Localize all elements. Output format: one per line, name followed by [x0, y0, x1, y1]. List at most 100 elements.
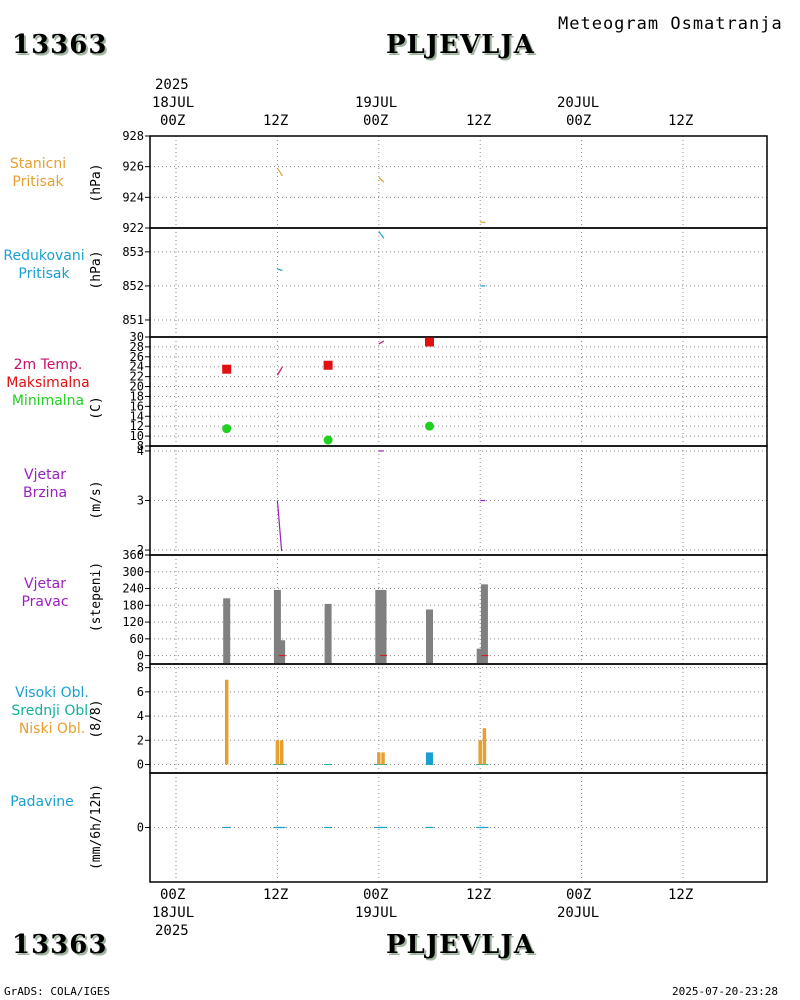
- legend-brzina-line1: Vjetar: [24, 467, 66, 483]
- direction-bar: [324, 603, 332, 664]
- y-tick-label: 12: [130, 419, 144, 433]
- min-temp-marker: [222, 424, 232, 434]
- series-segment: [276, 500, 283, 552]
- y-tick-label: 0: [137, 649, 144, 663]
- date-label-bottom-3: 20JUL: [557, 905, 600, 921]
- time-label-bottom-4: 12Z: [466, 887, 492, 903]
- max-temp-marker: [222, 364, 232, 374]
- time-label-top-3: 00Z: [363, 113, 389, 129]
- year-label-bottom: 2025: [155, 923, 189, 939]
- legend-temp-line3: Minimalna: [11, 393, 85, 409]
- y-tick-label: 20: [130, 380, 144, 394]
- legend-brzina: Vjetar Brzina: [0, 466, 90, 502]
- cloud-bar: [224, 679, 229, 765]
- time-label-bottom-6: 12Z: [668, 887, 694, 903]
- y-tick-label: 240: [122, 582, 144, 596]
- y-tick-label: 922: [122, 221, 144, 235]
- footer-credit: GrADS: COLA/IGES: [4, 985, 110, 998]
- y-tick-label: 852: [122, 279, 144, 293]
- y-tick-label: 60: [130, 632, 144, 646]
- station-id-top: 13363: [12, 30, 108, 60]
- cloud-bar: [279, 740, 284, 765]
- series-segment: [276, 167, 283, 177]
- station-id-bottom: 13363: [12, 930, 108, 960]
- y-axis-label: (stepeni): [89, 562, 104, 632]
- time-label-bottom-3: 00Z: [363, 887, 389, 903]
- cloud-bar: [381, 752, 385, 765]
- meteogram-subtitle: Meteogram Osmatranja: [558, 14, 783, 34]
- min-temp-marker: [323, 435, 333, 445]
- direction-bar: [375, 589, 383, 664]
- legend-stanicni-line2: Pritisak: [12, 174, 64, 190]
- cloud-bar: [377, 752, 381, 765]
- legend-temperatura: 2m Temp. Maksimalna Minimalna: [0, 356, 96, 410]
- series-segment: [378, 176, 385, 183]
- legend-redukovani: Redukovani Pritisak: [0, 247, 88, 283]
- y-tick-label: 16: [130, 399, 144, 413]
- station-name-top: PLJEVLJA: [386, 30, 535, 60]
- time-label-top-4: 12Z: [466, 113, 492, 129]
- y-axis-label: (hPa): [89, 163, 104, 202]
- direction-bar: [476, 648, 484, 664]
- y-tick-label: 28: [130, 340, 144, 354]
- legend-redukovani-line2: Pritisak: [18, 266, 70, 282]
- cloud-bar: [482, 728, 487, 765]
- y-tick-label: 26: [130, 350, 144, 364]
- y-tick-label: 4: [137, 709, 144, 723]
- y-tick-label: 18: [130, 389, 144, 403]
- legend-temp-line2: Maksimalna: [6, 375, 90, 391]
- y-tick-label: 0: [137, 758, 144, 772]
- y-tick-label: 2: [137, 733, 144, 747]
- temp-segment: [276, 366, 283, 376]
- date-label-bottom-1: 18JUL: [152, 905, 195, 921]
- y-tick-label: 300: [122, 565, 144, 579]
- series-segment: [378, 231, 385, 239]
- temp-segment: [378, 340, 385, 345]
- panel-frame: [149, 663, 768, 774]
- y-tick-label: 4: [137, 444, 144, 458]
- legend-oblaci: Visoki Obl. Srednji Obl. Niski Obl.: [0, 684, 104, 738]
- station-name-bottom: PLJEVLJA: [386, 930, 535, 960]
- y-tick-label: 360: [122, 548, 144, 562]
- y-tick-label: 926: [122, 160, 144, 174]
- y-tick-label: 8: [137, 661, 144, 675]
- legend-temp-line1: 2m Temp.: [13, 357, 83, 373]
- y-axis-label: (hPa): [89, 250, 104, 289]
- y-tick-label: 853: [122, 245, 144, 259]
- y-tick-label: 928: [122, 129, 144, 143]
- y-tick-label: 6: [137, 685, 144, 699]
- y-tick-label: 10: [130, 429, 144, 443]
- direction-bar: [223, 598, 231, 664]
- panel-frame: [149, 554, 768, 665]
- panel-frame: [149, 336, 768, 447]
- y-tick-label: 2: [137, 543, 144, 557]
- legend-oblaci-line3: Niski Obl.: [18, 721, 86, 737]
- legend-oblaci-line2: Srednji Obl.: [11, 703, 93, 719]
- y-tick-label: 22: [130, 370, 144, 384]
- time-label-bottom-5: 00Z: [566, 887, 592, 903]
- panel-frame: [149, 227, 768, 338]
- min-temp-marker: [425, 421, 434, 431]
- direction-bar: [379, 589, 387, 664]
- legend-stanicni-line1: Stanicni: [9, 156, 67, 172]
- legend-oblaci-line1: Visoki Obl.: [15, 685, 89, 701]
- date-label-top-3: 20JUL: [557, 95, 600, 111]
- panel-frame: [149, 445, 768, 556]
- direction-bar: [480, 584, 488, 664]
- time-label-bottom-2: 12Z: [263, 887, 289, 903]
- legend-redukovani-line1: Redukovani: [3, 248, 85, 264]
- panel-frame: [149, 135, 768, 229]
- y-tick-label: 0: [137, 821, 144, 835]
- y-tick-label: 3: [137, 494, 144, 508]
- direction-bar: [278, 640, 286, 664]
- footer-timestamp: 2025-07-20-23:28: [672, 985, 778, 998]
- date-label-top-1: 18JUL: [152, 95, 195, 111]
- y-tick-label: 924: [122, 190, 144, 204]
- time-label-top-2: 12Z: [263, 113, 289, 129]
- y-tick-label: 24: [130, 360, 144, 374]
- series-segment: [277, 268, 283, 272]
- direction-bar: [273, 589, 281, 664]
- legend-pravac-line2: Pravac: [21, 594, 69, 610]
- legend-padavine: Padavine: [0, 793, 84, 811]
- series-segment: [480, 221, 486, 224]
